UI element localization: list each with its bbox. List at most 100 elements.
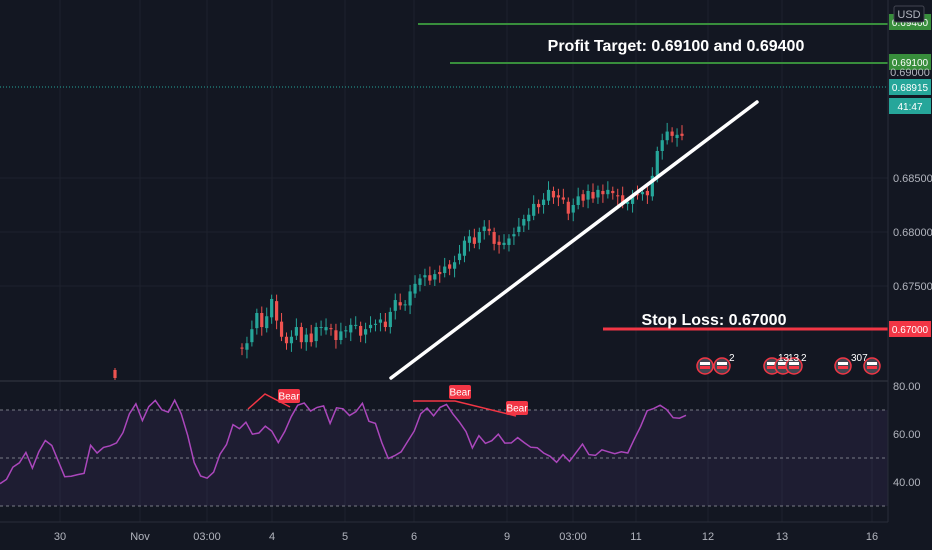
candle (561, 188, 565, 204)
candle (502, 234, 506, 250)
candle-body (413, 283, 417, 294)
candle-body (492, 232, 496, 244)
flag-stripe (789, 362, 799, 365)
candle-body (576, 196, 580, 205)
candle-body (665, 131, 669, 141)
candle (527, 208, 531, 230)
price-tag-hidden: 0.69000 (890, 67, 930, 79)
candle (541, 193, 546, 214)
candle (279, 313, 284, 342)
candle (457, 244, 462, 265)
candle (294, 318, 298, 340)
price-levels (0, 23, 888, 331)
candle-body (467, 236, 472, 243)
candle-body (260, 313, 264, 328)
candle (334, 323, 338, 349)
time-tick-label: 03:00 (559, 531, 587, 543)
candle-body (502, 242, 506, 245)
trend-line[interactable] (389, 100, 759, 380)
candle (329, 323, 333, 336)
candle (581, 189, 585, 208)
candle-body (655, 151, 659, 176)
candle-body (284, 336, 289, 344)
candle-body (289, 336, 294, 344)
candle-body (403, 304, 407, 306)
candle-body (601, 190, 605, 195)
candle (309, 324, 313, 347)
candle-body (314, 327, 318, 342)
candle-body (448, 264, 452, 269)
flag-stripe (838, 362, 848, 365)
candle (487, 220, 491, 236)
currency-selector[interactable]: USD (893, 5, 925, 23)
candle (472, 228, 476, 249)
candle (551, 186, 556, 204)
candle-body (329, 328, 333, 330)
candle-body (630, 196, 635, 204)
divergences: Bear Bear Bear (247, 385, 528, 417)
candle-body (497, 241, 501, 245)
candle (299, 322, 303, 349)
flag-stripe (700, 362, 710, 365)
candle (383, 313, 387, 332)
candle-body (299, 327, 303, 343)
rsi-tick-label: 80.00 (893, 381, 921, 393)
flag-badge[interactable] (863, 357, 881, 375)
candle (497, 235, 501, 254)
candle (616, 188, 620, 205)
candle-body (113, 370, 117, 378)
event-count: 13 (788, 353, 800, 364)
currency-box[interactable] (893, 5, 925, 23)
candle (556, 188, 561, 207)
candle (245, 336, 249, 359)
candle-body (428, 275, 432, 281)
candle-body (255, 313, 259, 329)
candle-body (487, 228, 491, 231)
candle (324, 318, 328, 335)
candle (467, 229, 472, 252)
candle-body (611, 190, 615, 194)
candle (571, 198, 575, 222)
candle-body (640, 192, 645, 195)
candle-body (586, 190, 590, 200)
candle-body (270, 298, 274, 318)
profit-target-label: Profit Target: 0.69100 and 0.69400 (548, 38, 805, 55)
candle-body (433, 274, 437, 280)
candle (532, 195, 536, 221)
candle (482, 220, 486, 240)
candle-body (512, 234, 516, 237)
bear-label: Bear (506, 401, 528, 415)
price-tag-bg (889, 98, 931, 114)
candle (413, 275, 417, 298)
candle (462, 236, 467, 263)
candle-body (349, 324, 353, 333)
price-tick-label: 0.68000 (893, 227, 932, 239)
event-badge[interactable] (713, 357, 731, 375)
event-badge[interactable] (785, 357, 803, 375)
bear-label: Bear (449, 385, 471, 399)
candle (418, 274, 422, 292)
candle-body (240, 347, 244, 349)
candle-body (457, 253, 462, 261)
candle (576, 187, 580, 210)
event-badges (696, 357, 881, 375)
candle-body (265, 316, 269, 329)
flag-badge[interactable] (834, 357, 852, 375)
flag-badge[interactable] (696, 357, 714, 375)
time-tick-label: 11 (630, 531, 641, 543)
candle (378, 313, 383, 332)
candle (433, 269, 437, 286)
candle (522, 214, 526, 232)
price-tag: 0.69100 (889, 54, 931, 70)
bear-label-text: Bear (449, 388, 471, 399)
candle (428, 266, 432, 285)
flag-stripe (789, 366, 799, 369)
candle-body (482, 226, 486, 231)
candle-body (309, 333, 313, 343)
price-tick-label: 0.67500 (893, 281, 932, 293)
candle-body (398, 302, 402, 306)
candle (349, 318, 353, 342)
candle-body (546, 189, 551, 201)
candle (354, 316, 358, 330)
